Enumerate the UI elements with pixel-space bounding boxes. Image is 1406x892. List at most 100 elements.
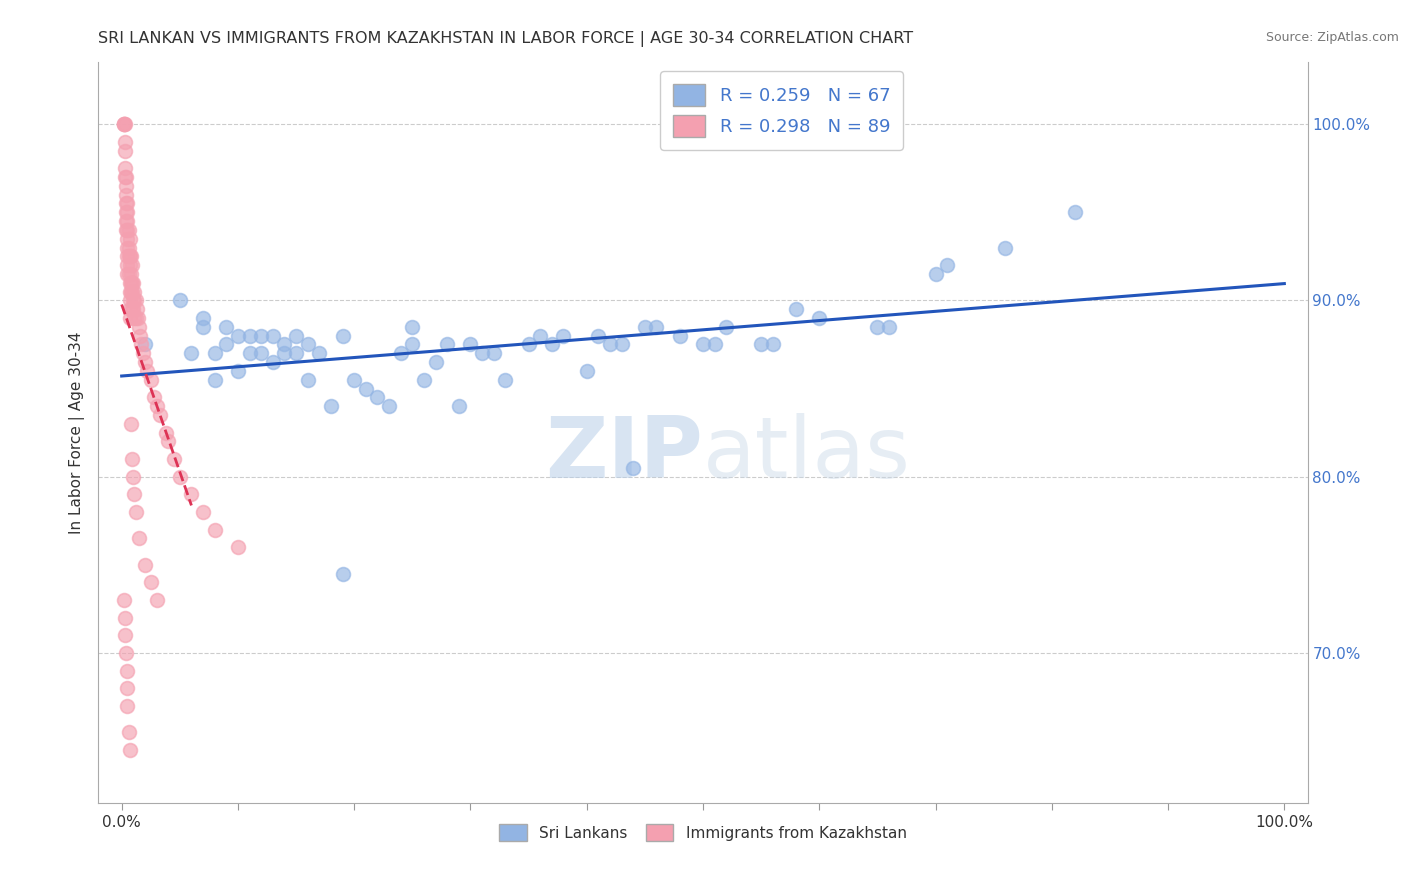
- Point: [124, 487, 146, 501]
- Point: [226, 328, 249, 343]
- Point: [924, 267, 946, 281]
- Point: [716, 319, 738, 334]
- Point: [112, 593, 135, 607]
- Point: [120, 285, 142, 299]
- Point: [494, 373, 516, 387]
- Text: atlas: atlas: [703, 413, 911, 496]
- Point: [262, 355, 284, 369]
- Point: [877, 319, 900, 334]
- Point: [354, 382, 377, 396]
- Point: [122, 293, 145, 308]
- Point: [114, 611, 136, 625]
- Point: [115, 196, 138, 211]
- Point: [118, 249, 141, 263]
- Point: [112, 117, 135, 131]
- Legend: Sri Lankans, Immigrants from Kazakhstan: Sri Lankans, Immigrants from Kazakhstan: [494, 818, 912, 847]
- Point: [553, 328, 575, 343]
- Point: [471, 346, 494, 360]
- Point: [610, 337, 633, 351]
- Text: SRI LANKAN VS IMMIGRANTS FROM KAZAKHSTAN IN LABOR FORCE | AGE 30-34 CORRELATION : SRI LANKAN VS IMMIGRANTS FROM KAZAKHSTAN…: [98, 31, 914, 47]
- Point: [226, 364, 249, 378]
- Point: [112, 117, 135, 131]
- Point: [128, 319, 150, 334]
- Point: [122, 276, 145, 290]
- Point: [118, 240, 141, 254]
- Point: [180, 487, 202, 501]
- Point: [262, 328, 284, 343]
- Point: [575, 364, 598, 378]
- Point: [121, 276, 143, 290]
- Point: [425, 355, 447, 369]
- Point: [866, 319, 889, 334]
- Point: [114, 135, 136, 149]
- Point: [115, 223, 138, 237]
- Point: [134, 337, 156, 351]
- Point: [118, 293, 141, 308]
- Point: [117, 681, 139, 696]
- Point: [114, 169, 136, 184]
- Point: [215, 319, 238, 334]
- Point: [124, 505, 146, 519]
- Point: [599, 337, 621, 351]
- Point: [366, 390, 388, 404]
- Point: [332, 328, 354, 343]
- Point: [114, 117, 136, 131]
- Point: [117, 249, 139, 263]
- Point: [204, 523, 226, 537]
- Point: [131, 346, 153, 360]
- Point: [114, 161, 136, 176]
- Point: [634, 319, 657, 334]
- Point: [131, 337, 153, 351]
- Point: [122, 469, 145, 483]
- Point: [460, 337, 482, 351]
- Point: [120, 249, 142, 263]
- Point: [124, 311, 146, 326]
- Point: [936, 258, 959, 272]
- Point: [118, 267, 141, 281]
- Point: [117, 214, 139, 228]
- Point: [121, 302, 143, 317]
- Point: [124, 311, 146, 326]
- Point: [273, 337, 295, 351]
- Point: [668, 328, 690, 343]
- Point: [118, 725, 141, 739]
- Point: [215, 337, 238, 351]
- Point: [389, 346, 412, 360]
- Point: [308, 346, 330, 360]
- Point: [117, 240, 139, 254]
- Point: [285, 346, 308, 360]
- Point: [114, 628, 136, 642]
- Point: [124, 293, 146, 308]
- Point: [692, 337, 714, 351]
- Point: [155, 425, 177, 440]
- Point: [529, 328, 551, 343]
- Point: [118, 249, 141, 263]
- Point: [157, 434, 180, 449]
- Point: [447, 399, 470, 413]
- Point: [994, 240, 1017, 254]
- Point: [115, 214, 138, 228]
- Point: [163, 452, 186, 467]
- Point: [297, 373, 319, 387]
- Point: [239, 346, 262, 360]
- Point: [204, 373, 226, 387]
- Point: [125, 302, 148, 317]
- Point: [762, 337, 785, 351]
- Point: [136, 364, 159, 378]
- Text: ZIP: ZIP: [546, 413, 703, 496]
- Point: [115, 187, 138, 202]
- Point: [115, 178, 138, 193]
- Point: [169, 293, 191, 308]
- Point: [143, 390, 166, 404]
- Point: [128, 532, 150, 546]
- Y-axis label: In Labor Force | Age 30-34: In Labor Force | Age 30-34: [69, 331, 84, 534]
- Point: [134, 355, 156, 369]
- Point: [401, 337, 423, 351]
- Point: [180, 346, 202, 360]
- Point: [239, 328, 262, 343]
- Point: [117, 232, 139, 246]
- Point: [124, 285, 146, 299]
- Point: [120, 417, 142, 431]
- Point: [808, 311, 831, 326]
- Point: [118, 743, 141, 757]
